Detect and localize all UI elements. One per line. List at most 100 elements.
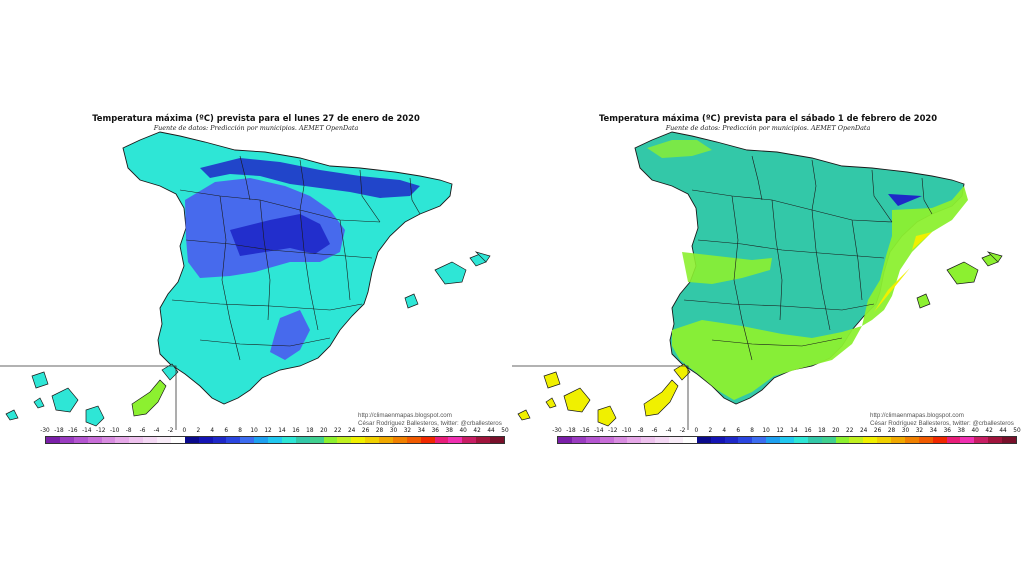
- colorbar-tick-label: -8: [637, 428, 644, 434]
- colorbar-tick-label: 22: [846, 428, 854, 434]
- province-border: [409, 177, 421, 215]
- colorbar-cell: [863, 437, 878, 443]
- province-border: [219, 195, 241, 361]
- colorbar-cells: [45, 436, 505, 444]
- canary-island: [597, 405, 617, 427]
- colorbar-cell: [780, 437, 794, 443]
- colorbar-tick-label: 42: [985, 428, 993, 434]
- colorbar-tick-label: -30: [40, 428, 50, 434]
- balearic-island: [404, 293, 419, 309]
- colorbar-cell: [960, 437, 975, 443]
- colorbar-cell: [641, 437, 656, 443]
- canary-island: [5, 409, 19, 421]
- colorbar-cell: [752, 437, 767, 443]
- colorbar-tick-label: 32: [915, 428, 924, 434]
- colorbar-cell: [627, 437, 642, 443]
- province-border: [299, 209, 319, 331]
- colorbar-cell: [406, 437, 421, 443]
- colorbar-tick-label: 38: [957, 428, 965, 434]
- colorbar-cell: [295, 437, 310, 443]
- colorbar-cell: [309, 437, 324, 443]
- colorbar-tick-label: -4: [153, 428, 160, 434]
- province-border: [921, 177, 933, 215]
- province-border: [697, 239, 885, 259]
- colorbar-tick-label: 40: [971, 428, 979, 434]
- colorbar-tick-label: -12: [96, 428, 106, 434]
- colorbar-tick-label: 40: [459, 428, 467, 434]
- map-panel-left: Temperatura máxima (ºC) prevista para el…: [0, 113, 509, 448]
- province-border: [731, 195, 753, 361]
- colorbar-cell: [835, 437, 850, 443]
- map-title: Temperatura máxima (ºC) prevista para el…: [92, 113, 420, 123]
- warm-region: [672, 320, 862, 400]
- province-border: [185, 239, 373, 259]
- colorbar-tick-label: 50: [1013, 428, 1021, 434]
- province-border: [239, 155, 251, 201]
- colorbar-ticks: -30 -18 -16 -14 -12 -10 -8 -6 -4 -2 0 2 4 6 8 10 12 14 16 1…: [40, 428, 508, 436]
- colorbar-cell: [87, 437, 102, 443]
- province-border: [711, 337, 843, 347]
- colorbar-cell: [946, 437, 961, 443]
- colorbar-tick-label: 6: [224, 428, 229, 434]
- colorbar-tick-label: 4: [722, 428, 727, 434]
- colorbar-tick-label: 10: [762, 428, 770, 434]
- colorbar-cell: [807, 437, 822, 443]
- colorbar-tick-label: -12: [608, 428, 618, 434]
- colorbar-cell: [558, 437, 572, 443]
- warm-region: [682, 252, 772, 284]
- colorbar-cell: [462, 437, 477, 443]
- colorbar-tick-label: 6: [736, 428, 741, 434]
- colorbar-tick-label: 24: [859, 428, 868, 434]
- colorbar: -30 -18 -16 -14 -12 -10 -8 -6 -4 -2 0 2 4 6 8 10 12 14 16 1…: [40, 428, 509, 448]
- province-border: [259, 199, 271, 321]
- colorbar-cell: [143, 437, 157, 443]
- colorbar: -30 -18 -16 -14 -12 -10 -8 -6 -4 -2 0 2 4 6 8 10 12 14 16 1…: [552, 428, 1021, 448]
- colorbar-tick-label: 42: [473, 428, 481, 434]
- warm-region: [647, 140, 712, 158]
- colorbar-cell: [932, 437, 947, 443]
- colorbar-cell: [974, 437, 989, 443]
- coldest-region: [230, 214, 330, 256]
- colorbar-cell: [849, 437, 864, 443]
- canary-island: [85, 405, 105, 427]
- map-title: Temperatura máxima (ºC) prevista para el…: [598, 113, 938, 123]
- colorbar-tick-label: 34: [929, 428, 938, 434]
- map-subtitle: Fuente de datos: Predicción por municipi…: [153, 124, 359, 132]
- balearic-island: [986, 251, 1003, 263]
- canary-island: [543, 371, 561, 389]
- canary-island: [33, 397, 45, 409]
- canary-island: [563, 387, 591, 413]
- colorbar-tick-label: 0: [694, 428, 699, 434]
- colorbar-cell: [766, 437, 780, 443]
- colorbar-cell: [73, 437, 88, 443]
- colorbar-tick-label: -6: [139, 428, 146, 434]
- colorbar-cell: [682, 437, 697, 443]
- colorbar-tick-label: -2: [679, 428, 686, 434]
- province-border: [811, 209, 831, 331]
- colorbar-cell: [585, 437, 600, 443]
- colorbar-tick-label: -14: [594, 428, 604, 434]
- colorbar-cell: [738, 437, 753, 443]
- colorbar-tick-label: 12: [776, 428, 784, 434]
- colorbar-cell: [101, 437, 116, 443]
- colorbar-tick-label: 30: [901, 428, 910, 434]
- colorbar-ticks: -30 -18 -16 -14 -12 -10 -8 -6 -4 -2 0 2 4 6 8 10 12 14 16 1…: [552, 428, 1021, 436]
- colorbar-tick-label: 26: [873, 428, 882, 434]
- colorbar-cell: [46, 437, 60, 443]
- colorbar-cell: [490, 437, 504, 443]
- colorbar-tick-label: 8: [750, 428, 754, 434]
- colorbar-tick-label: 2: [708, 428, 713, 434]
- colorbar-cell: [696, 437, 711, 443]
- province-border: [339, 219, 351, 301]
- credit-author: César Rodríguez Ballesteros, twitter: @c…: [870, 420, 1014, 427]
- province-border: [299, 159, 305, 211]
- colorbar-cell: [226, 437, 241, 443]
- colorbar-cell: [351, 437, 366, 443]
- colorbar-tick-label: -18: [566, 428, 576, 434]
- canaries-inset-frame: [512, 365, 689, 430]
- colorbar-cell: [170, 437, 185, 443]
- colorbar-cell: [157, 437, 171, 443]
- colorbar-tick-label: 26: [361, 428, 370, 434]
- colorbar-tick-label: 20: [320, 428, 328, 434]
- colorbar-cell: [212, 437, 227, 443]
